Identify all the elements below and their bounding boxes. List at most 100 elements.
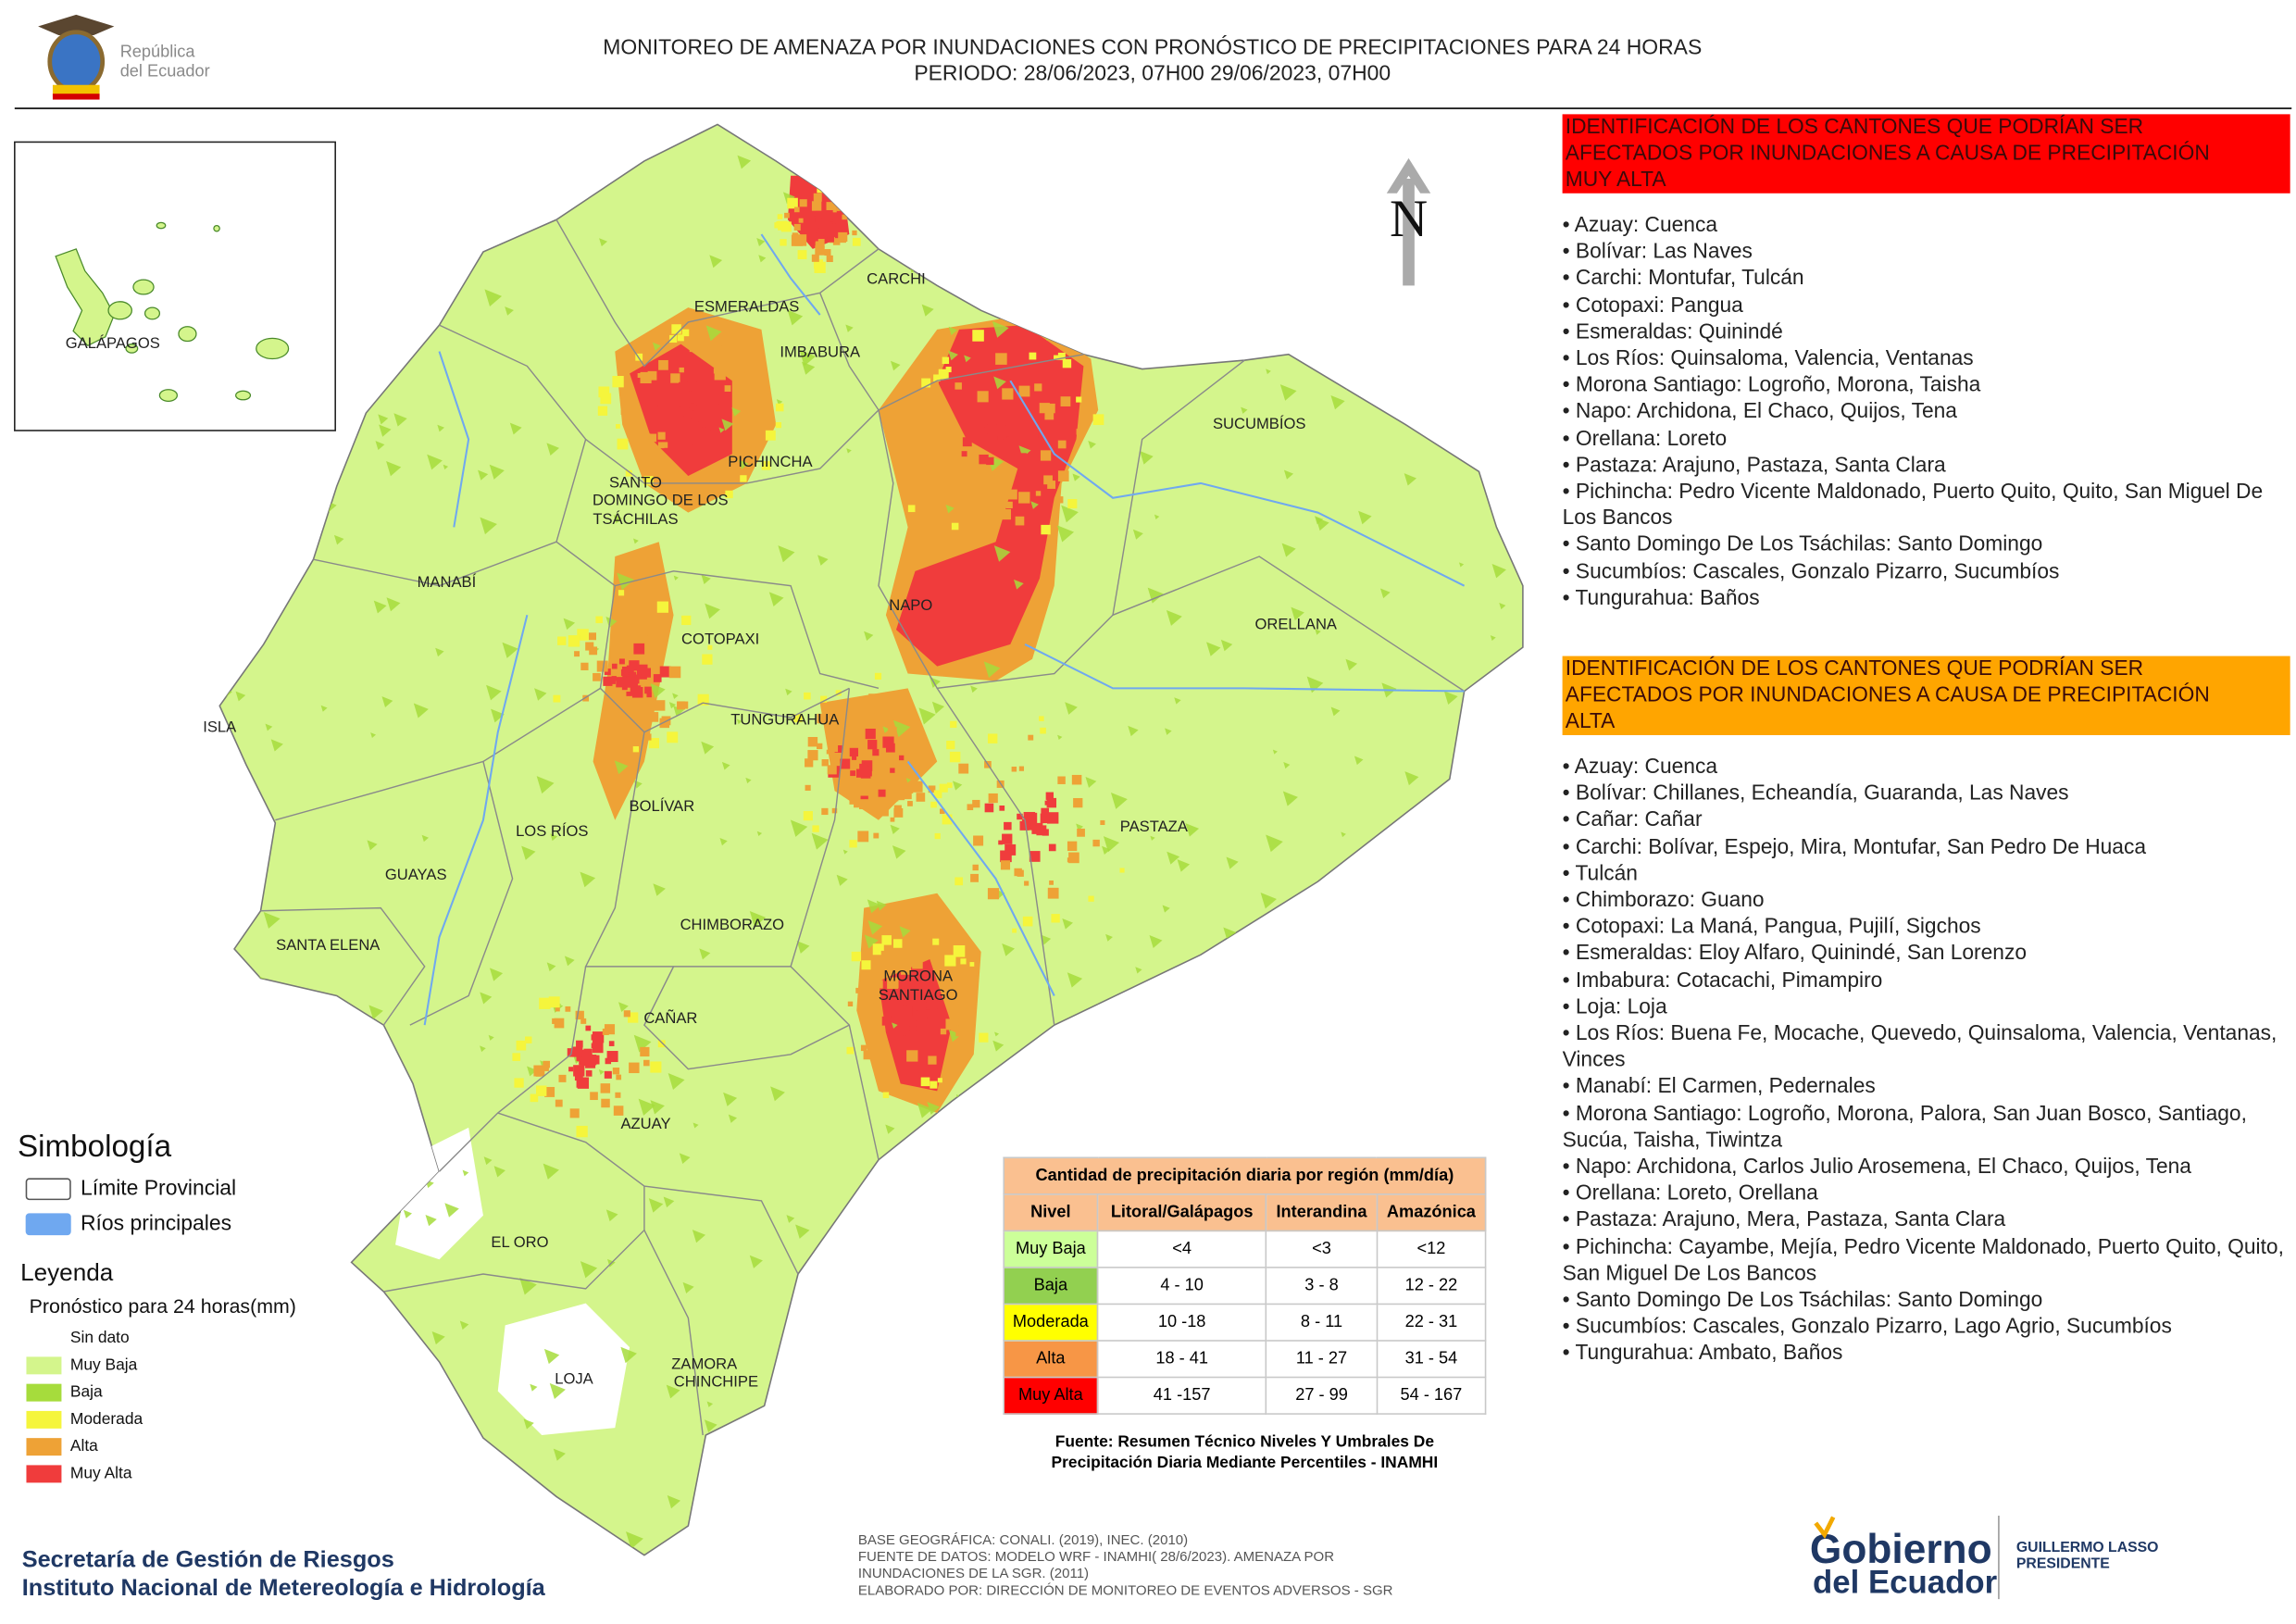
terrain-speck: [972, 1426, 989, 1443]
terrain-speck: [798, 1510, 809, 1521]
inset-label: GALÁPAGOS: [66, 334, 160, 352]
hazard-cell: [604, 1070, 612, 1079]
terrain-speck: [605, 617, 618, 629]
canton-item: • Loja: Loja: [1562, 995, 1667, 1019]
terrain-speck: [543, 1348, 560, 1365]
terrain-speck: [970, 685, 978, 693]
terrain-speck: [221, 1005, 230, 1013]
canton-item: • Orellana: Loreto, Orellana: [1562, 1181, 1818, 1206]
hazard-cell: [1002, 388, 1014, 400]
terrain-speck: [721, 761, 730, 770]
hazard-cell: [598, 386, 610, 398]
table-header: Interandina: [1265, 1193, 1379, 1232]
terrain-speck: [1517, 897, 1523, 904]
hazard-cell: [930, 801, 937, 808]
terrain-speck: [478, 469, 489, 481]
hazard-cell: [601, 1098, 610, 1108]
north-arrow: [1386, 157, 1431, 286]
hazard-cell: [906, 995, 918, 1008]
hazard-cell: [817, 743, 823, 750]
hazard-cell: [736, 437, 743, 444]
hazard-cell: [929, 1017, 939, 1027]
hazard-cell: [894, 1031, 904, 1039]
terrain-speck: [1103, 836, 1119, 853]
hazard-cell: [997, 437, 1008, 448]
terrain-speck: [1488, 1180, 1505, 1197]
terrain-speck: [307, 1325, 322, 1339]
legend-label: Sin dato: [70, 1328, 130, 1346]
terrain-speck: [482, 170, 490, 178]
hazard-cell: [855, 768, 866, 778]
terrain-speck: [618, 1002, 629, 1012]
terrain-speck: [1291, 606, 1304, 621]
terrain-speck: [1041, 934, 1052, 945]
terrain-speck: [540, 1060, 546, 1067]
hazard-cell: [851, 195, 861, 206]
terrain-speck: [613, 514, 623, 524]
terrain-speck: [1056, 525, 1075, 543]
canton-item: • Santo Domingo De Los Tsáchilas: Santo …: [1562, 533, 2043, 557]
precipitation-table: Cantidad de precipitación diaria por reg…: [1003, 1156, 1487, 1415]
terrain-speck: [786, 1215, 795, 1223]
terrain-speck: [1408, 315, 1418, 325]
terrain-speck: [478, 167, 489, 178]
terrain-speck: [509, 422, 522, 435]
hazard-cell: [1088, 895, 1094, 902]
terrain-speck: [1226, 856, 1239, 869]
table-row: Cantidad de precipitación diaria por reg…: [1003, 1156, 1487, 1195]
hazard-cell: [1000, 427, 1009, 437]
terrain-speck: [395, 291, 406, 302]
legend-label: Límite Provincial: [81, 1175, 236, 1199]
hazard-cell: [946, 741, 955, 750]
terrain-speck: [1080, 269, 1088, 278]
terrain-speck: [944, 241, 961, 256]
hazard-cell: [984, 803, 994, 813]
canton-item: • Los Ríos: Quinsaloma, Valencia, Ventan…: [1562, 346, 1974, 371]
hazard-cell: [1018, 766, 1025, 771]
terrain-speck: [1278, 968, 1292, 984]
hazard-cell: [987, 888, 1000, 900]
galapagos-islands: [55, 221, 290, 402]
terrain-speck: [811, 832, 829, 850]
table-cell: 31 - 54: [1376, 1340, 1487, 1379]
hazard-cell: [852, 195, 859, 204]
hazard-cell: [1077, 828, 1085, 837]
hazard-cell: [892, 788, 905, 801]
hazard-cell: [917, 984, 929, 997]
credit-note: FUENTE DE DATOS: MODELO WRF - INAMHI( 28…: [858, 1549, 1334, 1565]
terrain-speck: [270, 739, 283, 752]
terrain-speck: [756, 237, 766, 247]
terrain-speck: [1177, 859, 1191, 872]
hazard-cell: [1057, 470, 1069, 481]
source-line: Fuente: Resumen Técnico Niveles Y Umbral…: [1054, 1433, 1435, 1452]
terrain-speck: [998, 268, 1004, 273]
terrain-speck: [1054, 303, 1059, 309]
hazard-cell: [725, 490, 733, 499]
terrain-speck: [663, 1196, 675, 1208]
hazard-cell: [1028, 734, 1034, 741]
terrain-speck: [1484, 1111, 1492, 1120]
province-label: CAÑAR: [643, 1008, 697, 1027]
hazard-cell: [775, 421, 782, 429]
terrain-speck: [721, 418, 734, 431]
hazard-cell: [973, 488, 985, 499]
terrain-speck: [706, 1401, 714, 1407]
terrain-speck: [1283, 762, 1291, 769]
legend-swatch: [25, 1178, 71, 1201]
terrain-speck: [1452, 812, 1459, 820]
terrain-speck: [553, 1448, 566, 1461]
terrain-speck: [1358, 313, 1370, 324]
hazard-cell: [821, 209, 833, 222]
hazard-cell: [612, 376, 624, 388]
terrain-speck: [245, 446, 257, 458]
province-label: NAPO: [889, 596, 932, 614]
logo-text: del Ecuador: [120, 61, 210, 80]
gov-mark: [1814, 1516, 1836, 1540]
hazard-cell: [585, 1055, 597, 1066]
hazard-cell: [979, 454, 989, 465]
terrain-speck: [1504, 975, 1517, 989]
terrain-speck: [231, 1524, 248, 1540]
province-label: ESMERALDAS: [694, 298, 799, 316]
hazard-cell: [820, 695, 828, 703]
terrain-speck: [1444, 208, 1454, 217]
